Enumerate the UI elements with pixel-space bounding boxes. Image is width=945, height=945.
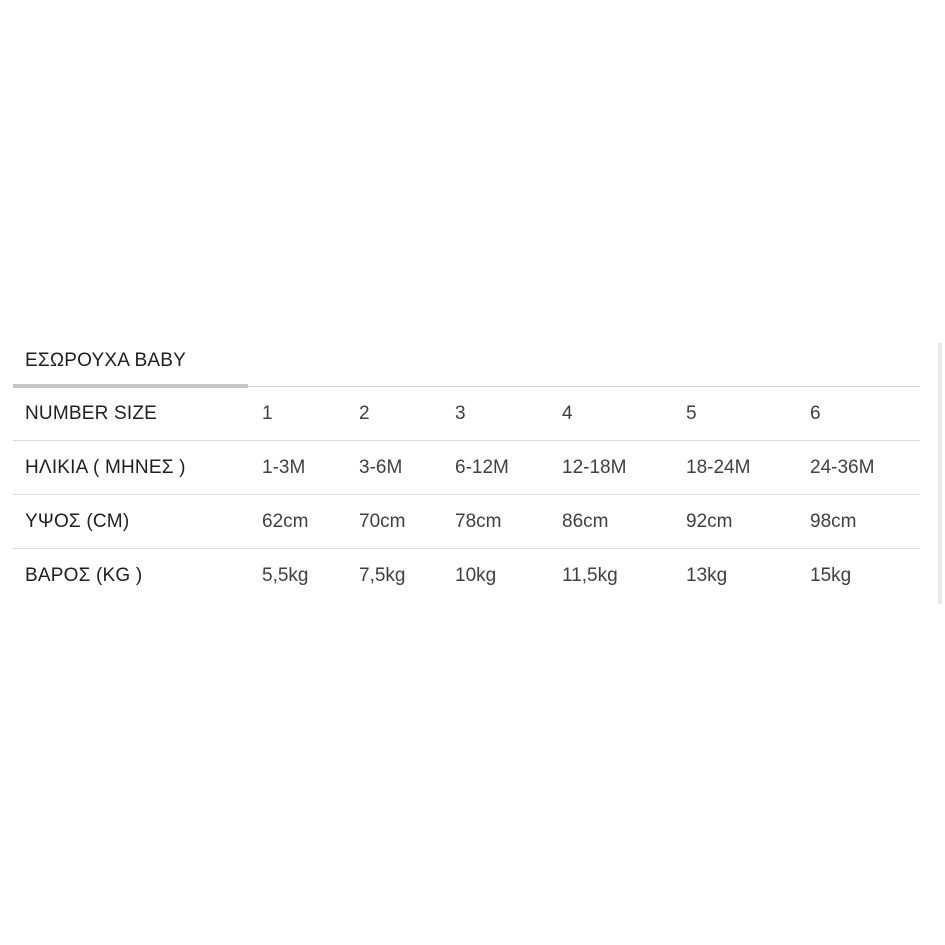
table-row-height-cm: ΥΨΟΣ (CM) 62cm 70cm 78cm 86cm 92cm 98cm (13, 495, 920, 549)
row-label: ΗΛΙΚΙΑ ( ΜΗΝΕΣ ) (25, 456, 186, 478)
table-row-age-months: ΗΛΙΚΙΑ ( ΜΗΝΕΣ ) 1-3M 3-6M 6-12M 12-18M … (13, 441, 920, 495)
tab-eswrouxa-baby[interactable]: ΕΣΩΡΟΥΧΑ BABY (25, 350, 187, 371)
size-value-cell: 7,5kg (359, 564, 406, 586)
size-value-cell: 18-24M (686, 456, 751, 478)
size-value-cell: 98cm (810, 510, 857, 532)
size-value-cell: 5 (686, 402, 697, 424)
size-value-cell: 62cm (262, 510, 309, 532)
next-panel-edge (938, 343, 942, 604)
size-value-cell: 5,5kg (262, 564, 309, 586)
size-table: NUMBER SIZE 1 2 3 4 5 6 ΗΛΙΚΙΑ ( ΜΗΝΕΣ )… (13, 387, 920, 602)
row-label: NUMBER SIZE (25, 402, 158, 424)
size-value-cell: 3 (455, 402, 466, 424)
size-value-cell: 6-12M (455, 456, 509, 478)
size-value-cell: 1 (262, 402, 273, 424)
size-value-cell: 15kg (810, 564, 852, 586)
size-value-cell: 24-36M (810, 456, 875, 478)
size-value-cell: 78cm (455, 510, 502, 532)
size-value-cell: 2 (359, 402, 370, 424)
size-value-cell: 13kg (686, 564, 728, 586)
size-chart-widget: ΕΣΩΡΟΥΧΑ BABY NUMBER SIZE 1 2 3 4 (13, 336, 920, 602)
size-value-cell: 3-6M (359, 456, 403, 478)
size-value-cell: 6 (810, 402, 821, 424)
active-tab-underline (13, 384, 248, 388)
size-value-cell: 1-3M (262, 456, 306, 478)
size-value-cell: 92cm (686, 510, 733, 532)
size-value-cell: 86cm (562, 510, 609, 532)
size-chart-tab-bar: ΕΣΩΡΟΥΧΑ BABY (13, 336, 920, 388)
row-label: ΥΨΟΣ (CM) (25, 510, 130, 532)
table-row-weight-kg: ΒΑΡΟΣ (KG ) 5,5kg 7,5kg 10kg 11,5kg 13kg… (13, 549, 920, 603)
size-value-cell: 10kg (455, 564, 497, 586)
size-value-cell: 11,5kg (562, 564, 618, 586)
row-label: ΒΑΡΟΣ (KG ) (25, 564, 143, 586)
table-row-number-size: NUMBER SIZE 1 2 3 4 5 6 (13, 387, 920, 441)
size-value-cell: 70cm (359, 510, 406, 532)
size-value-cell: 12-18M (562, 456, 627, 478)
size-value-cell: 4 (562, 402, 573, 424)
